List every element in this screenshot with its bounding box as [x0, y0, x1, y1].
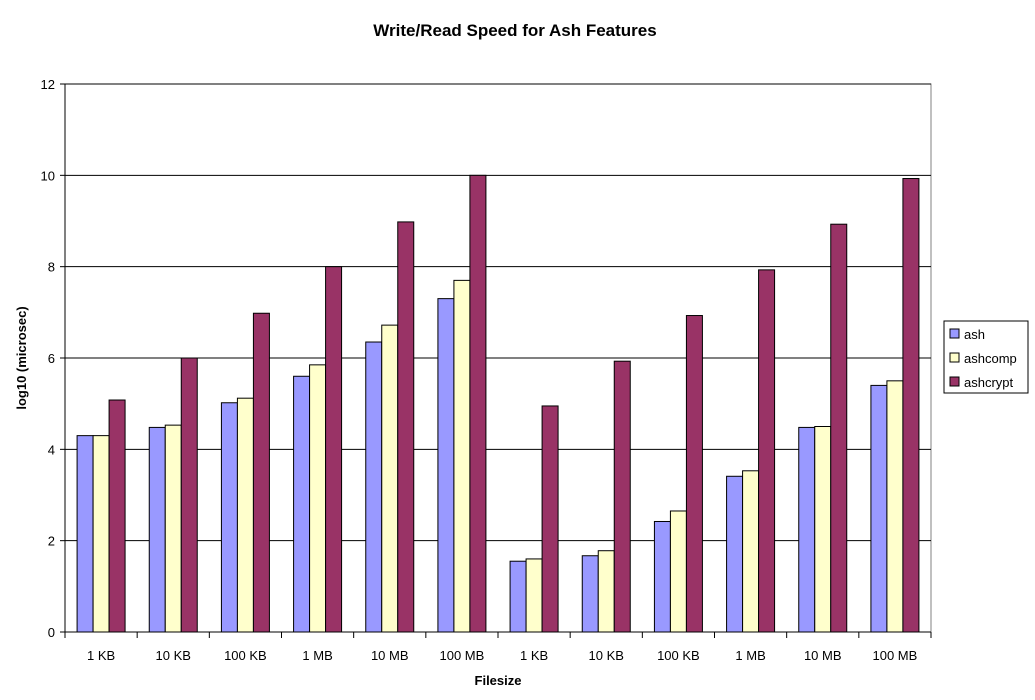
bar-ashcomp [886, 380, 904, 633]
bar-ashcrypt [902, 178, 920, 633]
legend-swatch-ashcomp [949, 352, 960, 363]
y-tick-label: 8 [48, 260, 55, 275]
legend-swatch-ashcrypt [949, 376, 960, 387]
bar-ashcrypt [325, 266, 343, 633]
y-axis-label: log10 (microsec) [14, 306, 29, 409]
bar-ashcrypt [541, 405, 559, 633]
legend-label-ashcomp: ashcomp [964, 351, 1017, 366]
bar-ashcomp [669, 510, 687, 633]
bar-ash [293, 375, 311, 633]
bar-ashcrypt [685, 315, 703, 633]
bar-ash [509, 560, 527, 633]
bar-ashcrypt [252, 312, 270, 633]
legend-label-ashcrypt: ashcrypt [964, 375, 1014, 390]
bar-ash [581, 555, 599, 633]
bar-ashcrypt [758, 269, 776, 633]
x-tick-label: 10 KB [589, 648, 624, 663]
bar-ash [220, 402, 238, 633]
y-tick-label: 6 [48, 351, 55, 366]
bar-ashcomp [309, 364, 327, 633]
x-axis-label: Filesize [475, 673, 522, 688]
bar-ash [870, 384, 888, 633]
x-tick-label: 10 MB [804, 648, 842, 663]
bar-ash [148, 426, 166, 633]
bar-ashcrypt [830, 223, 848, 633]
bar-ashcomp [381, 324, 399, 633]
x-tick-label: 100 MB [873, 648, 918, 663]
bar-ashcomp [236, 397, 254, 633]
bar-ashcrypt [613, 360, 631, 633]
bar-ash [726, 475, 744, 633]
bar-ash [365, 341, 383, 633]
bar-ashcrypt [108, 399, 126, 633]
x-tick-label: 100 MB [440, 648, 485, 663]
bar-ashcrypt [397, 221, 415, 633]
chart-title: Write/Read Speed for Ash Features [373, 21, 656, 40]
x-tick-label: 1 MB [302, 648, 332, 663]
bar-ashcomp [164, 424, 182, 633]
legend-label-ash: ash [964, 327, 985, 342]
bar-ashcomp [814, 426, 832, 633]
bar-ash [437, 298, 455, 633]
x-tick-label: 1 KB [520, 648, 548, 663]
bar-ashcomp [453, 279, 471, 633]
y-tick-label: 2 [48, 534, 55, 549]
y-tick-label: 0 [48, 625, 55, 640]
x-tick-label: 100 KB [657, 648, 700, 663]
x-tick-label: 100 KB [224, 648, 267, 663]
bar-ash [798, 426, 816, 633]
y-tick-label: 4 [48, 442, 55, 457]
legend-swatch-ash [949, 328, 960, 339]
bar-ashcomp [597, 550, 615, 633]
x-tick-label: 1 KB [87, 648, 115, 663]
bar-ashcrypt [180, 357, 198, 633]
bar-ashcomp [92, 435, 110, 633]
x-tick-label: 10 MB [371, 648, 409, 663]
y-tick-label: 10 [41, 168, 55, 183]
x-tick-label: 1 MB [735, 648, 765, 663]
bar-ashcomp [525, 558, 543, 633]
bar-ash [76, 435, 94, 633]
x-tick-label: 10 KB [156, 648, 191, 663]
bar-ashcomp [742, 470, 760, 633]
y-tick-label: 12 [41, 77, 55, 92]
bar-ash [653, 520, 671, 633]
bar-ashcrypt [469, 174, 487, 633]
